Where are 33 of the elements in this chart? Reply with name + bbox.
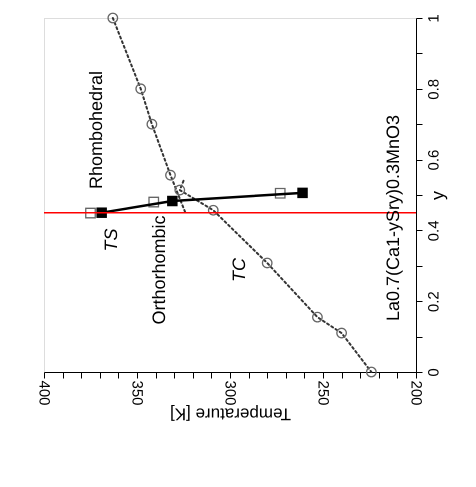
point: [146, 118, 158, 130]
point: [107, 12, 118, 24]
annotation: TC: [229, 257, 249, 282]
point: [167, 196, 178, 206]
point: [85, 208, 96, 218]
point: [174, 184, 186, 196]
point: [262, 258, 273, 268]
y-tick-label: 0.6: [426, 150, 442, 171]
point: [135, 83, 146, 94]
x-tick-label: 300: [222, 380, 238, 406]
annotation: TS: [101, 228, 121, 252]
x-tick-label: 350: [128, 380, 146, 406]
y-tick-label: 0: [426, 368, 442, 377]
point: [208, 204, 219, 216]
point: [312, 312, 323, 323]
point: [366, 366, 377, 378]
y-tick-label: 0.8: [426, 78, 442, 100]
point: [336, 328, 347, 338]
x-tick-label: 250: [314, 380, 332, 406]
annotation: Rhombohedral: [86, 70, 106, 190]
x-tick-label: 200: [408, 380, 424, 406]
x-axis-title: Temperature [K]: [170, 404, 291, 424]
annotation: La0.7(Ca1-ySry)0.3MnO3: [383, 114, 403, 322]
point: [148, 196, 160, 208]
y-tick-label: 1: [426, 14, 442, 23]
y-axis-title: y: [428, 191, 448, 200]
annotation: Orthorhombic: [149, 215, 169, 325]
y-tick-label: 0.2: [426, 291, 442, 312]
point: [297, 188, 308, 198]
x-tick-label: 400: [36, 380, 52, 406]
y-tick-label: 0.4: [426, 220, 442, 242]
point: [274, 188, 286, 199]
point: [165, 170, 176, 181]
